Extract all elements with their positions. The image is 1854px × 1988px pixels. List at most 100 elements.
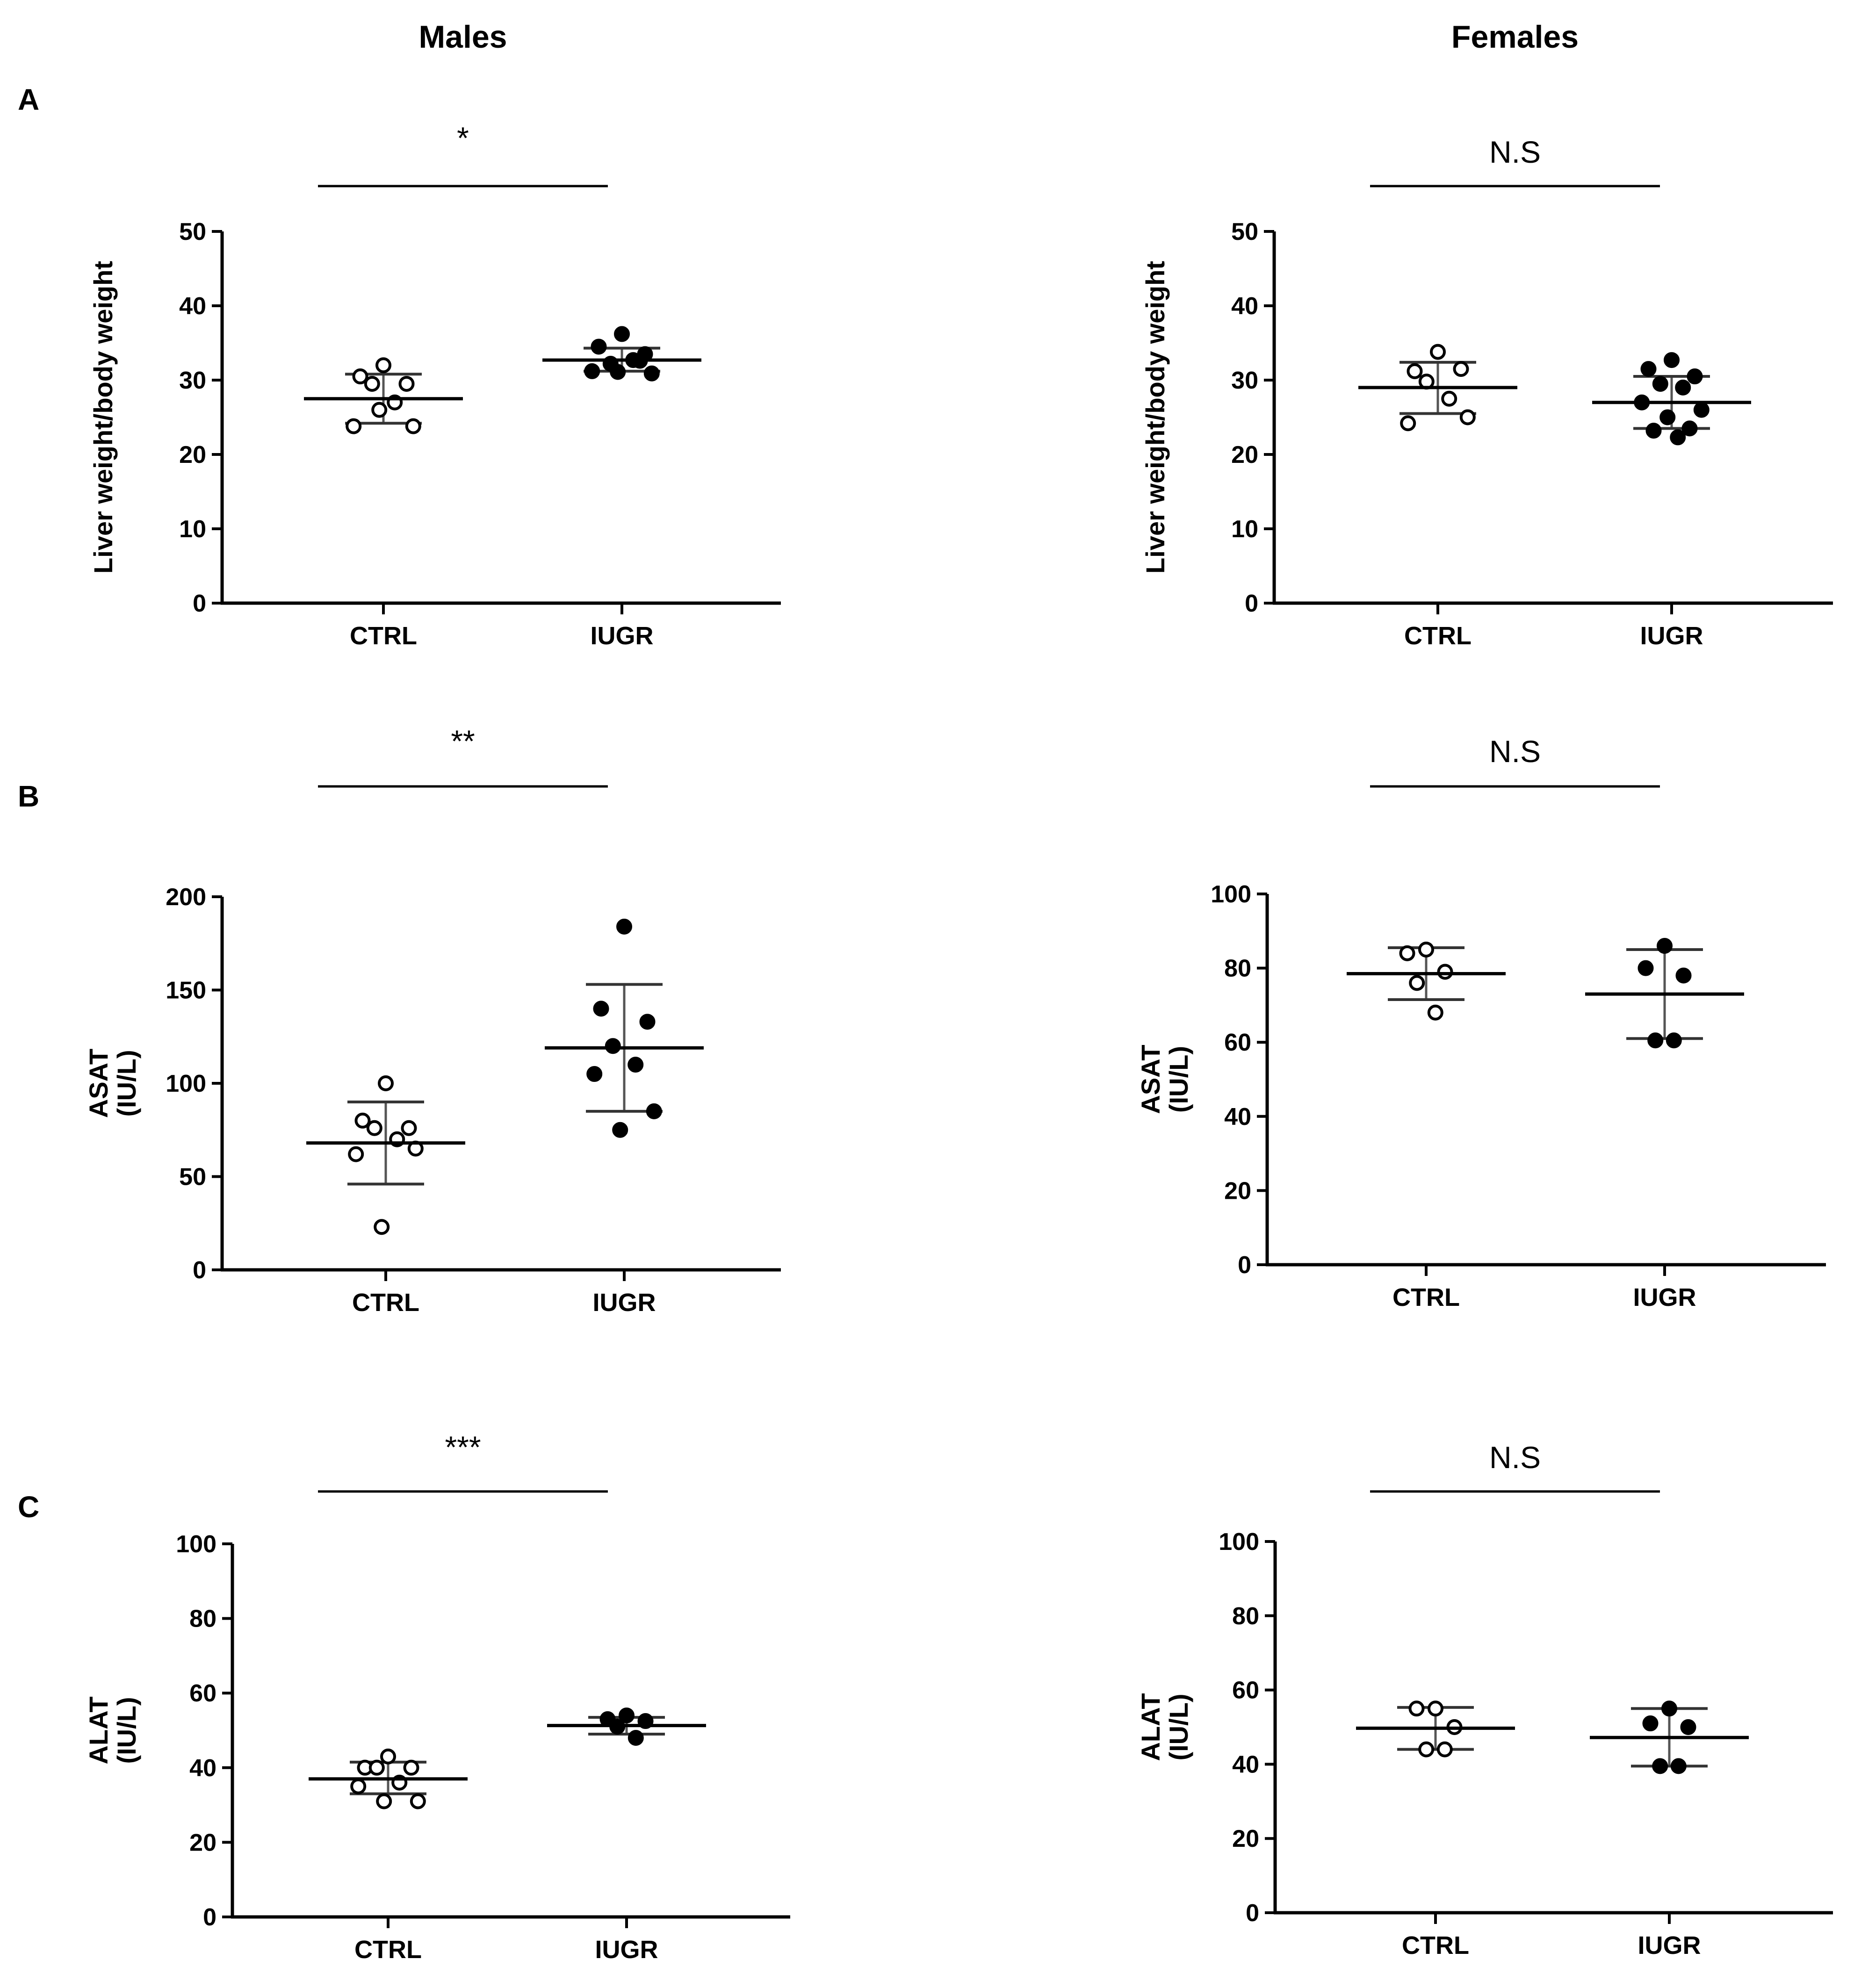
significance-label: * [457, 121, 469, 155]
y-tick-label: 80 [1224, 955, 1251, 982]
chart-panel-c-males: *** 0 20 40 60 80 100 ALAT(IU/L) CTRL IUGR [84, 1430, 790, 1964]
y-tick-label: 40 [1231, 293, 1258, 320]
data-point [398, 375, 415, 392]
data-point [586, 1066, 603, 1082]
data-point [1437, 964, 1453, 980]
data-point [1675, 967, 1692, 984]
significance-label: N.S [1489, 135, 1541, 169]
data-point [1459, 409, 1476, 425]
chart-panel-a-females: N.S 0 10 20 30 40 50 Liver weight/body weight CT… [1140, 135, 1833, 650]
significance-label: N.S [1489, 1440, 1541, 1475]
x-tick-label: IUGR [593, 1289, 656, 1317]
group-iugr [542, 326, 701, 382]
column-title-males: Males [419, 19, 507, 55]
data-point [403, 1759, 419, 1776]
group-iugr [547, 1707, 706, 1746]
y-tick-label: 0 [203, 1904, 216, 1931]
group-iugr [1585, 938, 1744, 1049]
x-tick-label: IUGR [1638, 1931, 1701, 1959]
y-tick-label: 20 [189, 1829, 216, 1856]
y-axis-label-line: (IU/L) [1164, 1693, 1193, 1760]
chart-panel-b-females: N.S 0 20 40 60 80 100 ASAT(IU/L) CTRL IUGR [1136, 734, 1826, 1311]
data-point [366, 1120, 382, 1136]
y-tick-label: 0 [1245, 590, 1258, 617]
data-point [1430, 344, 1446, 360]
data-point [591, 339, 607, 355]
data-point [371, 402, 388, 418]
group-ctrl [306, 1075, 465, 1235]
charts-layer: * 0 10 20 30 40 50 Liver weight/body weight CTRL… [84, 121, 1833, 1964]
data-point [1638, 960, 1654, 976]
x-tick-label: IUGR [1633, 1283, 1696, 1311]
data-point [628, 1729, 644, 1746]
y-axis-label-line: Liver weight/body weight [88, 261, 118, 574]
group-ctrl [309, 1748, 468, 1809]
group-iugr [1592, 352, 1751, 446]
data-point [639, 1014, 656, 1030]
data-point [593, 1001, 609, 1017]
y-axis-label-line: (IU/L) [112, 1697, 141, 1764]
y-tick-label: 0 [1246, 1900, 1259, 1927]
data-point [1647, 1032, 1664, 1049]
y-tick-label: 100 [166, 1070, 206, 1097]
y-tick-label: 20 [1224, 1177, 1251, 1204]
y-tick-label: 40 [1232, 1751, 1259, 1778]
data-point [614, 326, 630, 342]
data-point [1418, 941, 1434, 958]
data-point [1409, 975, 1425, 991]
y-tick-label: 0 [1238, 1252, 1251, 1279]
y-axis-label-line: ASAT [84, 1049, 113, 1118]
y-tick-label: 80 [1232, 1603, 1259, 1630]
y-tick-label: 50 [1231, 218, 1258, 245]
data-point [1645, 423, 1662, 439]
y-tick-label: 150 [166, 977, 206, 1004]
data-point [628, 1057, 644, 1073]
data-point [616, 918, 632, 935]
group-ctrl [1356, 1700, 1515, 1758]
significance-label: *** [445, 1430, 481, 1464]
y-tick-label: 30 [1231, 367, 1258, 394]
data-point [375, 357, 391, 374]
chart-panel-c-females: N.S 0 20 40 60 80 100 ALAT(IU/L) CTRL IUGR [1136, 1440, 1833, 1959]
x-tick-label: CTRL [350, 622, 417, 650]
data-point [405, 418, 421, 434]
data-point [350, 1778, 367, 1794]
y-tick-label: 80 [189, 1606, 216, 1633]
y-axis-label-line: Liver weight/body weight [1140, 261, 1170, 574]
y-tick-label: 100 [1211, 881, 1251, 908]
data-point [1657, 938, 1673, 954]
data-point [1687, 368, 1703, 385]
panel-letter-b: B [18, 779, 39, 813]
data-point [1659, 409, 1676, 425]
data-point [1661, 1700, 1677, 1717]
y-axis-label: ASAT(IU/L) [1136, 1044, 1193, 1114]
x-tick-label: IUGR [1640, 622, 1703, 650]
x-tick-label: CTRL [1402, 1931, 1469, 1959]
y-tick-label: 20 [179, 441, 206, 468]
y-axis-label-line: (IU/L) [112, 1050, 141, 1116]
chart-panel-a-males: * 0 10 20 30 40 50 Liver weight/body weight CTRL… [88, 121, 781, 650]
x-tick-label: CTRL [1392, 1283, 1460, 1311]
y-axis-label: ASAT(IU/L) [84, 1049, 141, 1118]
data-point [1652, 375, 1668, 392]
data-point [1680, 1719, 1696, 1735]
y-tick-label: 100 [176, 1531, 216, 1558]
y-tick-label: 200 [166, 884, 206, 911]
chart-panel-b-males: ** 0 50 100 150 200 ASAT(IU/L) CTRL IUGR [84, 724, 781, 1317]
data-point [348, 1146, 364, 1162]
y-tick-label: 40 [179, 293, 206, 320]
data-point [1675, 379, 1691, 396]
data-point [1670, 1758, 1687, 1774]
y-tick-label: 50 [179, 218, 206, 245]
y-axis-label: Liver weight/body weight [88, 261, 118, 574]
column-title-females: Females [1451, 19, 1579, 55]
y-axis-label-line: (IU/L) [1164, 1046, 1193, 1113]
data-point [374, 1219, 390, 1235]
data-point [1427, 1004, 1443, 1021]
data-point [346, 418, 362, 434]
y-tick-label: 20 [1231, 441, 1258, 468]
x-tick-label: IUGR [591, 622, 654, 650]
y-axis-label-line: ALAT [1136, 1693, 1165, 1761]
data-point [410, 1793, 426, 1809]
data-point [378, 1075, 394, 1091]
